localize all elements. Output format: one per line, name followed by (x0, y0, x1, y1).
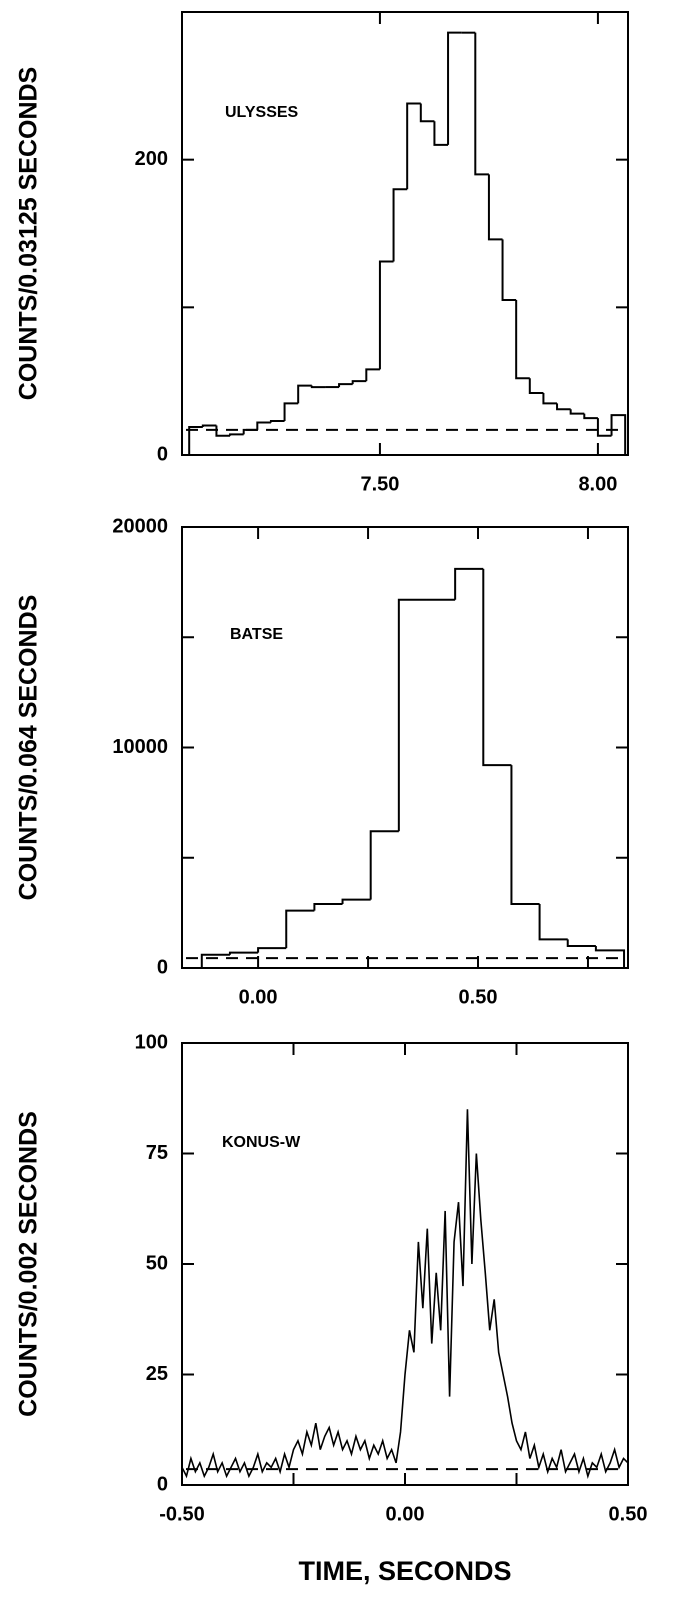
histogram-bin (610, 414, 627, 455)
histogram-bin (594, 945, 626, 968)
histogram-bin (269, 420, 285, 423)
x-tick-label: 0.00 (386, 1503, 425, 1525)
histogram-bin (419, 103, 435, 123)
y-axis-label: COUNTS/0.064 SECONDS (15, 595, 43, 901)
histogram-bin (566, 939, 596, 947)
x-tick-label: 7.50 (360, 473, 399, 495)
histogram-bin (369, 830, 399, 900)
y-tick-label: 10000 (112, 736, 168, 758)
plot-frame (181, 526, 629, 969)
histogram-bin (229, 433, 244, 436)
annotation: ULYSSES (225, 104, 299, 121)
histogram-bin (397, 598, 427, 832)
histogram-bin (313, 903, 343, 911)
histogram-bin (474, 32, 489, 176)
histogram-bin (338, 383, 353, 388)
histogram-bin (447, 31, 462, 145)
y-tick-label: 200 (135, 148, 168, 170)
y-tick-label: 25 (146, 1363, 168, 1385)
x-tick-label: -0.50 (159, 1503, 205, 1525)
x-tick-label: 8.00 (578, 473, 617, 495)
histogram-bin (351, 380, 367, 385)
y-tick-label: 100 (135, 1031, 168, 1053)
histogram-bin (365, 368, 380, 382)
histogram-bin (556, 403, 571, 411)
histogram-bin (501, 239, 517, 301)
histogram-bin (583, 413, 598, 420)
histogram-bin (283, 402, 299, 422)
histogram-bin (454, 567, 484, 600)
annotation: KONUS-W (222, 1134, 301, 1151)
histogram-bin (228, 951, 259, 955)
y-tick-label: 0 (157, 443, 168, 465)
histogram-bin (542, 392, 558, 405)
histogram-bin (188, 425, 203, 455)
histogram-bin (257, 947, 287, 953)
histogram-bin (487, 174, 503, 241)
histogram-bin (538, 904, 568, 941)
histogram-bin (310, 385, 326, 389)
count-line (181, 1109, 629, 1479)
y-tick-label: 50 (146, 1252, 168, 1274)
histogram-bin (528, 378, 544, 394)
histogram-bin (256, 421, 271, 430)
histogram-bin (433, 121, 449, 146)
histogram-bin (569, 409, 585, 415)
y-tick-label: 0 (157, 956, 168, 978)
histogram-bin (215, 425, 231, 437)
histogram-bin (201, 424, 217, 427)
histogram-bin (392, 188, 408, 262)
histogram-bin (341, 898, 371, 905)
y-tick-label: 75 (146, 1142, 168, 1164)
annotation: BATSE (230, 626, 283, 643)
x-axis-label: TIME, SECONDS (298, 1556, 511, 1586)
x-tick-label: 0.00 (239, 986, 278, 1008)
histogram-bin (242, 428, 258, 435)
plot-frame (181, 1042, 629, 1486)
histogram-bin (596, 418, 612, 437)
histogram-bin (297, 384, 312, 404)
histogram-bin (200, 953, 230, 968)
histogram-bin (406, 102, 421, 190)
y-tick-label: 20000 (112, 515, 168, 537)
x-tick-label: 0.50 (459, 986, 498, 1008)
histogram-bin (482, 568, 512, 767)
histogram-bin (285, 909, 315, 949)
plot-frame (181, 11, 629, 456)
histogram-bin (378, 260, 394, 370)
x-tick-label: 0.50 (609, 1503, 648, 1525)
y-axis-label: COUNTS/0.002 SECONDS (15, 1111, 43, 1417)
histogram-bin (515, 299, 530, 380)
y-tick-label: 0 (157, 1473, 168, 1495)
histogram-bin (510, 765, 540, 906)
y-axis-label: COUNTS/0.03125 SECONDS (15, 67, 43, 400)
